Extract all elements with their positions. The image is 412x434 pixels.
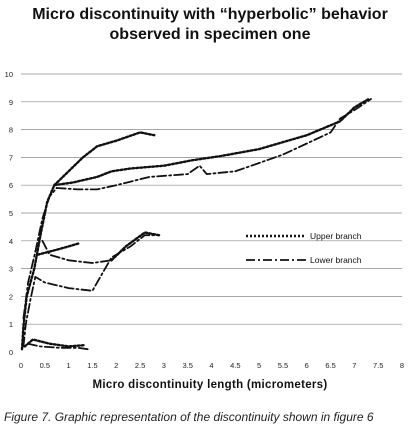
y-tick-label: 9 — [9, 98, 13, 107]
x-tick-label: 1 — [67, 361, 71, 370]
x-tick-label: 8 — [400, 361, 404, 370]
series-lines — [20, 97, 372, 351]
series-line-segment — [53, 97, 370, 187]
x-tick-label: 4 — [209, 361, 213, 370]
y-tick-label: 1 — [9, 320, 13, 329]
series-line-segment — [22, 234, 161, 348]
series-line-segment — [55, 98, 372, 191]
legend-label-lower-branch: Lower branch — [310, 255, 362, 265]
x-tick-label: 0.5 — [40, 361, 50, 370]
y-tick-label: 3 — [9, 265, 13, 274]
x-tick-label: 0 — [19, 361, 23, 370]
y-tick-label: 10 — [5, 70, 13, 79]
series-line-segment — [22, 187, 58, 320]
x-tick-label: 3.5 — [182, 361, 192, 370]
x-tick-label: 2 — [114, 361, 118, 370]
y-tick-label: 6 — [9, 181, 13, 190]
series-upper-branch — [20, 97, 370, 351]
x-tick-label: 6.5 — [325, 361, 335, 370]
x-tick-label: 7 — [352, 361, 356, 370]
legend: Upper branch Lower branch — [246, 231, 362, 265]
figure-caption: Figure 7. Graphic representation of the … — [4, 410, 374, 424]
y-tick-label: 0 — [9, 348, 13, 357]
y-tick-label: 5 — [9, 209, 13, 218]
x-tick-label: 5.5 — [278, 361, 288, 370]
x-tick-label: 3 — [162, 361, 166, 370]
x-tick-label: 7.5 — [373, 361, 383, 370]
series-line-segment — [27, 342, 89, 351]
x-tick-label: 4.5 — [230, 361, 240, 370]
y-tick-label: 8 — [9, 126, 13, 135]
x-tick-label: 5 — [257, 361, 261, 370]
x-tick-label: 2.5 — [135, 361, 145, 370]
x-tick-label: 6 — [305, 361, 309, 370]
legend-label-upper-branch: Upper branch — [310, 231, 362, 241]
y-tick-label: 7 — [9, 153, 13, 162]
series-line-segment — [41, 239, 113, 264]
grid — [21, 73, 402, 325]
tick-labels: 0 1 2 3 4 5 6 7 8 9 10 0 0.5 1 1.5 2 2.5 3 3.5 4 4.5 5 5.5 6 6.5… — [5, 70, 404, 370]
y-tick-label: 2 — [9, 292, 13, 301]
series-line-segment — [36, 242, 80, 256]
y-tick-label: 4 — [9, 237, 13, 246]
x-tick-label: 1.5 — [87, 361, 97, 370]
series-line-segment — [110, 231, 161, 262]
series-line-segment — [23, 338, 87, 348]
series-lower-branch — [22, 98, 372, 351]
x-axis-label: Micro discontinuity length (micrometers) — [93, 379, 328, 391]
chart-title-line1: Micro discontinuity with “hyperbolic” be… — [32, 6, 388, 23]
chart-title-line2: observed in specimen one — [110, 26, 311, 43]
